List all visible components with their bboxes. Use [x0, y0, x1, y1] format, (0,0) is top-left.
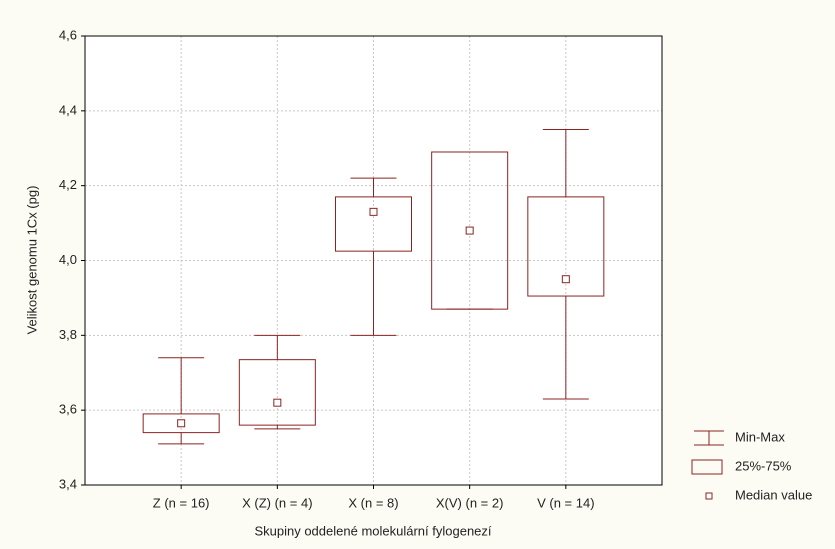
- x-tick-label: Z (n = 16): [153, 495, 210, 510]
- y-tick-label: 3,8: [59, 327, 77, 342]
- x-tick-label: X (n = 8): [348, 495, 398, 510]
- legend-label: 25%-75%: [735, 458, 792, 473]
- y-tick-label: 4,6: [59, 27, 77, 42]
- x-tick-label: X (Z) (n = 4): [242, 495, 312, 510]
- box: [527, 196, 605, 297]
- y-tick-label: 4,4: [59, 102, 77, 117]
- box: [431, 151, 509, 310]
- box: [335, 196, 412, 252]
- y-tick-label: 3,4: [59, 476, 77, 491]
- plot-frame: [84, 35, 663, 486]
- y-axis-label: Velikost genomu 1Cx (pg): [24, 186, 39, 335]
- x-axis-label: Skupiny oddelené molekulární fylogenezí: [254, 523, 491, 538]
- legend-label: Min-Max: [735, 429, 785, 444]
- legend-box: [691, 459, 723, 475]
- x-tick-label: V (n = 14): [537, 495, 594, 510]
- median: [369, 207, 378, 216]
- y-tick-label: 3,6: [59, 402, 77, 417]
- median: [465, 226, 474, 235]
- x-tick-label: X(V) (n = 2): [436, 495, 504, 510]
- y-tick-label: 4,0: [59, 252, 77, 267]
- legend-label: Median value: [735, 487, 812, 502]
- y-tick-label: 4,2: [59, 177, 77, 192]
- legend-median: [705, 492, 713, 500]
- box: [238, 359, 316, 426]
- median: [177, 419, 186, 428]
- median: [561, 275, 570, 284]
- box: [142, 413, 220, 434]
- median: [273, 398, 282, 407]
